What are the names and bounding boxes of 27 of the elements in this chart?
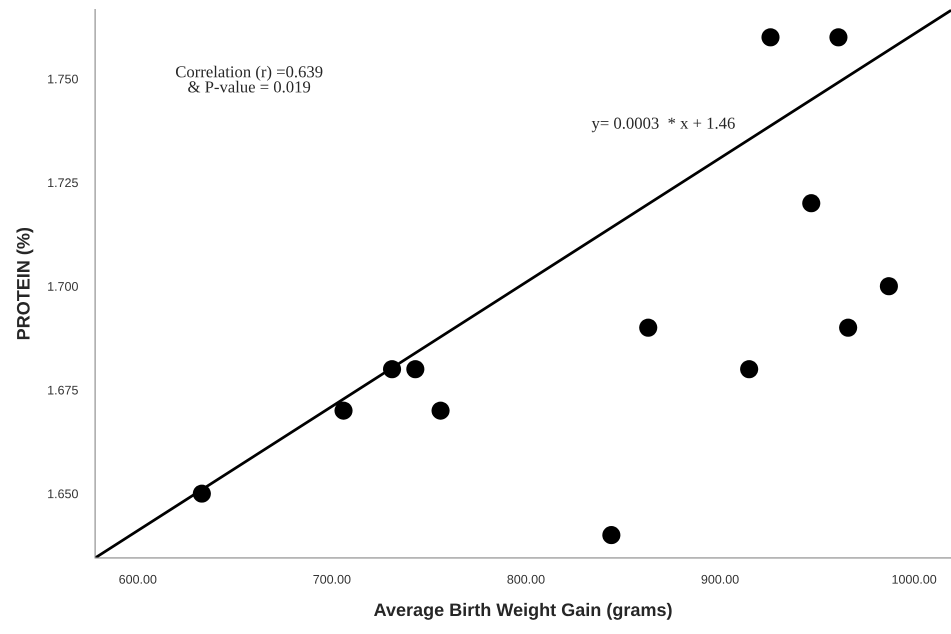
point bbox=[740, 360, 758, 378]
point bbox=[829, 28, 848, 46]
x-tick-label: 800.00 bbox=[507, 574, 545, 584]
y-tick-label: 1.725 bbox=[48, 178, 78, 188]
point bbox=[192, 484, 211, 503]
point bbox=[802, 194, 820, 212]
x-axis-title: Average Birth Weight Gain (grams) bbox=[374, 602, 672, 620]
annotation: y= 0.0003 * x + 1.46 bbox=[592, 118, 735, 132]
point bbox=[382, 360, 402, 378]
annotation: Correlation (r) =0.639 & P-value = 0.019 bbox=[176, 66, 322, 93]
y-axis-title: PROTEIN (%) bbox=[16, 228, 34, 340]
point bbox=[602, 526, 620, 544]
point bbox=[432, 402, 450, 420]
y-tick-label: 1.700 bbox=[48, 282, 78, 291]
y-tick-label: 1.675 bbox=[48, 386, 78, 395]
point bbox=[406, 360, 424, 378]
x-tick-label: 900.00 bbox=[702, 574, 739, 584]
y-tick-label: 1.750 bbox=[48, 74, 78, 84]
point bbox=[839, 318, 858, 337]
y-tick-label: 1.650 bbox=[48, 489, 78, 498]
x-tick-label: 1000.00 bbox=[892, 574, 936, 584]
x-tick-label: 700.00 bbox=[313, 574, 351, 584]
point bbox=[761, 28, 780, 46]
x-tick-label: 600.00 bbox=[119, 574, 156, 584]
point bbox=[880, 277, 898, 296]
point bbox=[639, 318, 658, 337]
point bbox=[334, 402, 353, 420]
